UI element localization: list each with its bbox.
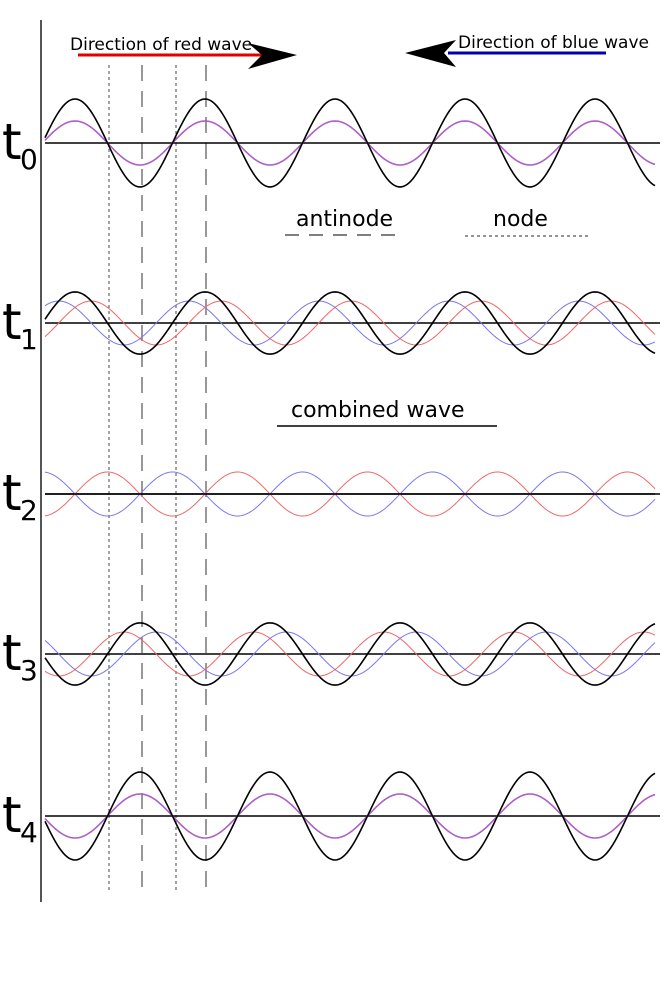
time-label: t: [2, 624, 22, 682]
red-wave: [44, 120, 656, 166]
time-label: t: [2, 464, 22, 522]
blue-wave: [44, 471, 656, 517]
time-label: t: [2, 786, 22, 844]
time-subscript: 2: [20, 494, 38, 527]
combined-wave: [44, 98, 656, 188]
red-wave: [44, 793, 656, 839]
time-subscript: 1: [20, 323, 38, 356]
combined-wave: [44, 622, 656, 686]
waves: [44, 98, 660, 861]
node-label: node: [493, 207, 548, 232]
antinode-label: antinode: [296, 207, 393, 232]
time-subscript: 3: [20, 654, 38, 687]
red-wave: [44, 471, 656, 517]
red-wave: [44, 631, 656, 677]
blue-wave: [44, 300, 656, 346]
right-arrowhead: [248, 43, 297, 69]
blue-direction-label: Direction of blue wave: [458, 33, 649, 53]
time-label: t: [2, 113, 22, 171]
combined-label: combined wave: [291, 398, 465, 423]
time-label: t: [2, 293, 22, 351]
combined-wave: [44, 291, 656, 355]
combined-wave: [44, 771, 656, 861]
time-subscript: 0: [20, 143, 38, 176]
blue-wave: [44, 631, 656, 677]
red-direction-label: Direction of red wave: [70, 35, 252, 55]
red-wave: [44, 300, 656, 346]
time-subscript: 4: [20, 816, 38, 849]
left-arrowhead: [405, 40, 456, 67]
